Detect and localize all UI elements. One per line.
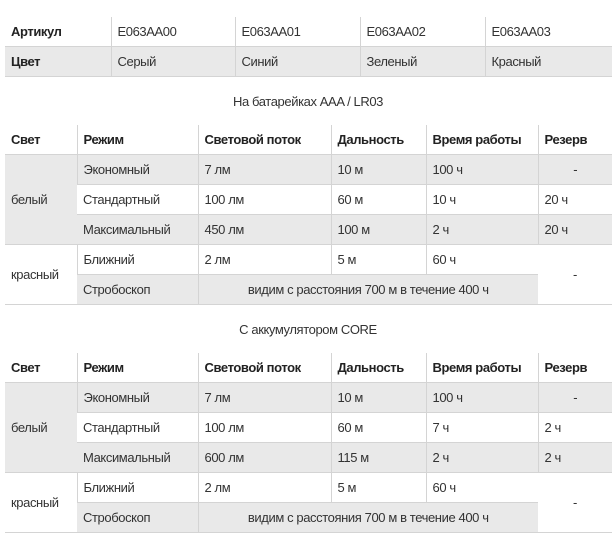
flux-cell: 600 лм — [197, 442, 331, 473]
mode-cell: Стандартный — [77, 184, 198, 215]
column-header: Резерв — [537, 125, 612, 155]
light-cell: красный — [5, 244, 77, 305]
article-row: Артикул E063AA00 E063AA01 E063AA02 E063A… — [5, 17, 612, 47]
mode-cell: Ближний — [76, 244, 198, 275]
column-header: Дальность — [330, 125, 426, 155]
light-cell: белый — [5, 154, 77, 245]
table-row: Стробоскоп видим с расстояния 700 м в теч… — [5, 502, 612, 533]
flux-cell: 100 лм — [197, 412, 331, 443]
battery-title: На батарейках AAA / LR03 — [232, 94, 383, 109]
time-cell: 60 ч — [425, 472, 538, 503]
specs-table: Артикул E063AA00 E063AA01 E063AA02 E063A… — [5, 17, 612, 77]
mode-cell: Стандартный — [77, 412, 198, 443]
time-cell: 7 ч — [425, 412, 538, 443]
mode-cell: Ближний — [76, 472, 198, 503]
mode-cell: Экономный — [76, 382, 198, 413]
time-cell: 2 ч — [425, 214, 538, 245]
light-cell: белый — [5, 382, 77, 473]
color-row: Цвет Серый Синий Зеленый Красный — [5, 46, 612, 77]
mode-cell: Стробоскоп — [77, 274, 198, 305]
table-row: белый Экономный 7 лм 10 м 100 ч- — [5, 154, 612, 245]
range-cell: 10 м — [330, 382, 426, 413]
article-value: E063AA01 — [234, 17, 360, 47]
column-header: Режим — [76, 125, 198, 155]
time-cell: 100 ч — [425, 154, 538, 185]
color-value: Синий — [234, 46, 360, 77]
accumulator-table: Свет Режим Световой поток Дальность Время ра… — [5, 353, 612, 533]
mode-cell: Максимальный — [77, 214, 198, 245]
table-row: красный Ближний 2 лм 5 м 60 ч- — [5, 472, 612, 533]
mode-cell: Стробоскоп — [77, 502, 198, 533]
range-cell: 60 м — [330, 184, 426, 215]
column-header: Дальность — [330, 353, 426, 383]
battery-table: Свет Режим Световой поток Дальность Время ра… — [5, 125, 612, 305]
table-row: красный Ближний 2 лм 5 м 60 ч- — [5, 244, 612, 305]
table-row: белый Экономный 7 лм 10 м 100 ч- — [5, 382, 612, 473]
reserve-cell: 2 ч — [537, 442, 612, 473]
column-header: Время работы — [425, 353, 538, 383]
table-row: Стандартный 100 лм 60 м 10 ч 20 ч — [5, 184, 612, 215]
reserve-cell: - — [538, 472, 612, 533]
column-header: Резерв — [537, 353, 612, 383]
range-cell: 5 м — [330, 472, 426, 503]
time-cell: 60 ч — [425, 244, 538, 275]
reserve-cell: - — [537, 382, 612, 413]
color-value: Зеленый — [359, 46, 485, 77]
column-header: Световой поток — [197, 353, 331, 383]
reserve-cell: 20 ч — [537, 214, 612, 245]
column-header: Время работы — [425, 125, 538, 155]
flux-cell: 2 лм — [197, 472, 331, 503]
reserve-cell: - — [538, 244, 612, 305]
article-value: E063AA02 — [359, 17, 485, 47]
flux-cell: 450 лм — [197, 214, 331, 245]
header-row: Свет Режим Световой поток Дальность Время ра… — [5, 353, 612, 383]
range-cell: 100 м — [330, 214, 426, 245]
table-row: Стробоскоп видим с расстояния 700 м в теч… — [5, 274, 612, 305]
time-cell: 10 ч — [425, 184, 538, 215]
time-cell: 100 ч — [425, 382, 538, 413]
column-header: Свет — [5, 125, 77, 155]
reserve-cell: - — [537, 154, 612, 185]
article-label: Артикул — [5, 17, 111, 47]
range-cell: 60 м — [330, 412, 426, 443]
flux-cell: 7 лм — [197, 382, 331, 413]
reserve-cell: 20 ч — [537, 184, 612, 215]
accumulator-title: С аккумулятором CORE — [239, 322, 377, 337]
column-header: Световой поток — [197, 125, 331, 155]
time-cell: 2 ч — [425, 442, 538, 473]
range-cell: 5 м — [330, 244, 426, 275]
color-value: Серый — [110, 46, 235, 77]
article-value: E063AA00 — [110, 17, 235, 47]
column-header: Режим — [76, 353, 198, 383]
range-cell: 10 м — [330, 154, 426, 185]
strobe-note-cell: видим с расстояния 700 м в течение 400 ч — [197, 274, 538, 305]
mode-cell: Экономный — [76, 154, 198, 185]
light-cell: красный — [5, 472, 77, 533]
header-row: Свет Режим Световой поток Дальность Время ра… — [5, 125, 612, 155]
flux-cell: 2 лм — [197, 244, 331, 275]
range-cell: 115 м — [330, 442, 426, 473]
article-value: E063AA03 — [484, 17, 612, 47]
flux-cell: 7 лм — [197, 154, 331, 185]
mode-cell: Максимальный — [77, 442, 198, 473]
flux-cell: 100 лм — [197, 184, 331, 215]
color-value: Красный — [484, 46, 612, 77]
reserve-cell: 2 ч — [537, 412, 612, 443]
strobe-note-cell: видим с расстояния 700 м в течение 400 ч — [197, 502, 538, 533]
column-header: Свет — [5, 353, 77, 383]
color-label: Цвет — [5, 46, 111, 77]
